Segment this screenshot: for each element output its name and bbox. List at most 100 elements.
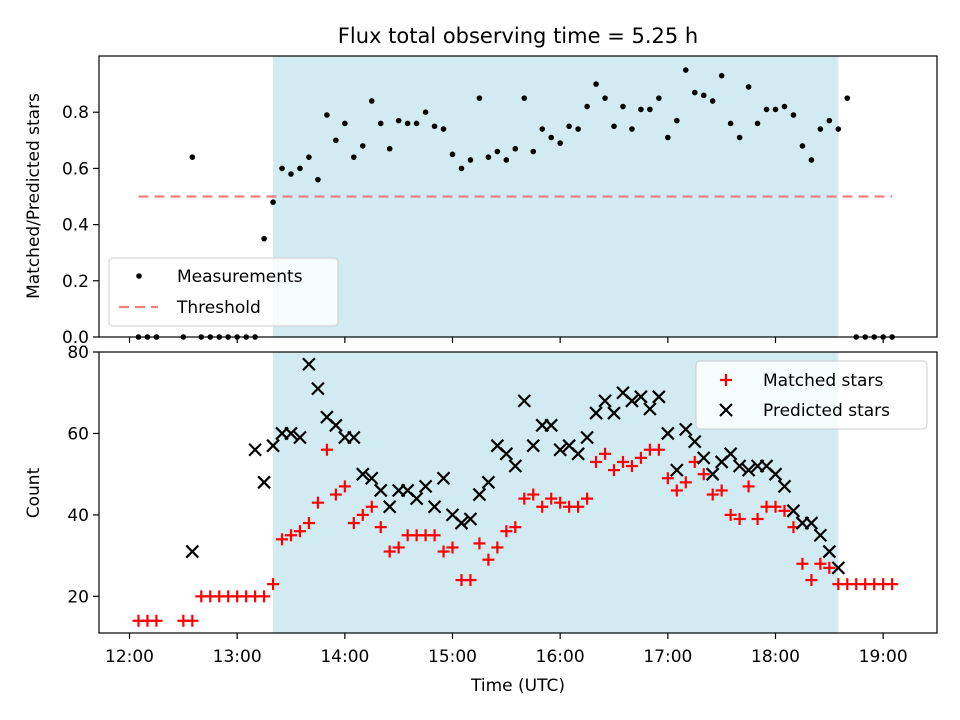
- matched-star-point: [320, 443, 333, 456]
- matched-star-point: [464, 574, 477, 587]
- top-y-tick-label: 0.8: [62, 103, 89, 123]
- measurement-point: [359, 143, 366, 149]
- measurement-point: [458, 165, 465, 172]
- matched-star-point: [661, 472, 674, 485]
- matched-star-point: [706, 488, 719, 501]
- matched-star-point: [733, 512, 746, 525]
- measurement-point: [189, 154, 196, 160]
- predicted-star-point: [364, 471, 379, 486]
- measurement-point: [772, 106, 779, 113]
- top-legend-box: [108, 257, 339, 327]
- measurement-point: [270, 199, 276, 205]
- measurement-point: [368, 98, 375, 104]
- bottom-x-tick-label: 13:00: [213, 647, 262, 667]
- matched-star-point: [634, 451, 647, 464]
- matched-star-point: [886, 578, 899, 591]
- measurement-point: [467, 157, 474, 163]
- predicted-star-point: [822, 544, 837, 559]
- matched-star-point: [338, 480, 351, 493]
- matched-star-point: [554, 496, 567, 509]
- matched-star-point: [311, 496, 324, 509]
- matched-star-point: [186, 614, 199, 627]
- measurement-point: [395, 117, 402, 124]
- predicted-star-point: [661, 426, 675, 441]
- predicted-star-point: [571, 447, 585, 461]
- measurement-point: [700, 92, 707, 99]
- measurement-point: [584, 103, 590, 110]
- matched-star-point: [778, 504, 791, 517]
- measurement-point: [691, 89, 698, 96]
- predicted-star-point: [436, 471, 451, 486]
- matched-star-point: [670, 484, 683, 497]
- measurement-point: [297, 165, 303, 172]
- matched-star-point: [572, 500, 585, 513]
- matched-star-point: [536, 500, 549, 513]
- measurement-point: [665, 134, 671, 141]
- predicted-star-point: [454, 516, 469, 530]
- predicted-star-point: [356, 467, 370, 481]
- bottom-y-label: Count: [24, 467, 44, 518]
- matched-star-point: [527, 488, 540, 501]
- measurement-point: [557, 140, 563, 146]
- matched-star-point: [500, 525, 513, 538]
- predicted-star-point: [777, 479, 792, 494]
- measurement-point: [790, 112, 797, 118]
- predicted-star-point: [580, 430, 594, 445]
- matched-star-point: [509, 521, 522, 534]
- measurement-point: [279, 165, 285, 172]
- measurement-point: [718, 72, 725, 79]
- bottom-x-tick-label: 19:00: [859, 647, 908, 667]
- legend-matched-marker: [720, 374, 732, 386]
- top-y-tick-label: 0.4: [62, 216, 89, 236]
- measurement-point: [835, 126, 842, 132]
- predicted-star-point: [643, 402, 657, 416]
- measurement-point: [781, 103, 788, 110]
- measurement-point: [333, 137, 339, 144]
- predicted-star-point: [831, 561, 846, 575]
- predicted-star-point: [508, 459, 523, 473]
- bottom-plot-frame: [98, 351, 938, 634]
- measurement-point: [593, 81, 599, 87]
- bottom-x-tick-label: 12:00: [105, 647, 154, 667]
- predicted-star-point: [670, 463, 684, 477]
- measurement-point: [521, 95, 528, 101]
- bottom-y-axis: 20 40 60 80: [67, 343, 99, 607]
- measurement-point: [727, 120, 734, 127]
- measurement-point: [494, 148, 501, 155]
- measurement-point: [404, 120, 411, 127]
- measurement-point: [476, 95, 483, 101]
- matched-star-point: [293, 525, 306, 538]
- measurement-point: [611, 123, 617, 130]
- measurement-point: [485, 154, 492, 160]
- matched-star-point: [814, 557, 827, 570]
- measurement-point: [602, 95, 608, 101]
- matched-star-point: [581, 492, 594, 505]
- predicted-star-point: [347, 430, 361, 445]
- matched-star-point: [150, 614, 163, 627]
- measurement-point: [629, 126, 635, 132]
- matched-star-point: [616, 455, 629, 468]
- predicted-star-point: [284, 426, 298, 441]
- legend-predicted-label: Predicted stars: [763, 401, 890, 421]
- matched-star-point: [446, 541, 459, 554]
- measurement-point: [754, 120, 761, 127]
- measurement-point: [261, 235, 267, 242]
- measurement-point: [656, 95, 662, 101]
- measurement-point: [315, 176, 321, 183]
- measurement-point: [386, 145, 393, 152]
- measurement-points: [135, 67, 895, 340]
- measurement-point: [620, 103, 626, 110]
- matched-star-point: [742, 480, 755, 493]
- measurement-point: [709, 98, 716, 104]
- measurement-point: [431, 123, 438, 130]
- matched-star-point: [545, 492, 558, 505]
- legend-matched-label: Matched stars: [763, 371, 883, 391]
- predicted-star-point: [185, 544, 200, 559]
- matched-star-point: [679, 476, 692, 489]
- predicted-star-point: [553, 442, 567, 457]
- bottom-x-tick-label: 18:00: [751, 647, 800, 667]
- measurement-point: [808, 157, 815, 163]
- measurement-point: [575, 126, 581, 132]
- predicted-star-point: [382, 499, 397, 514]
